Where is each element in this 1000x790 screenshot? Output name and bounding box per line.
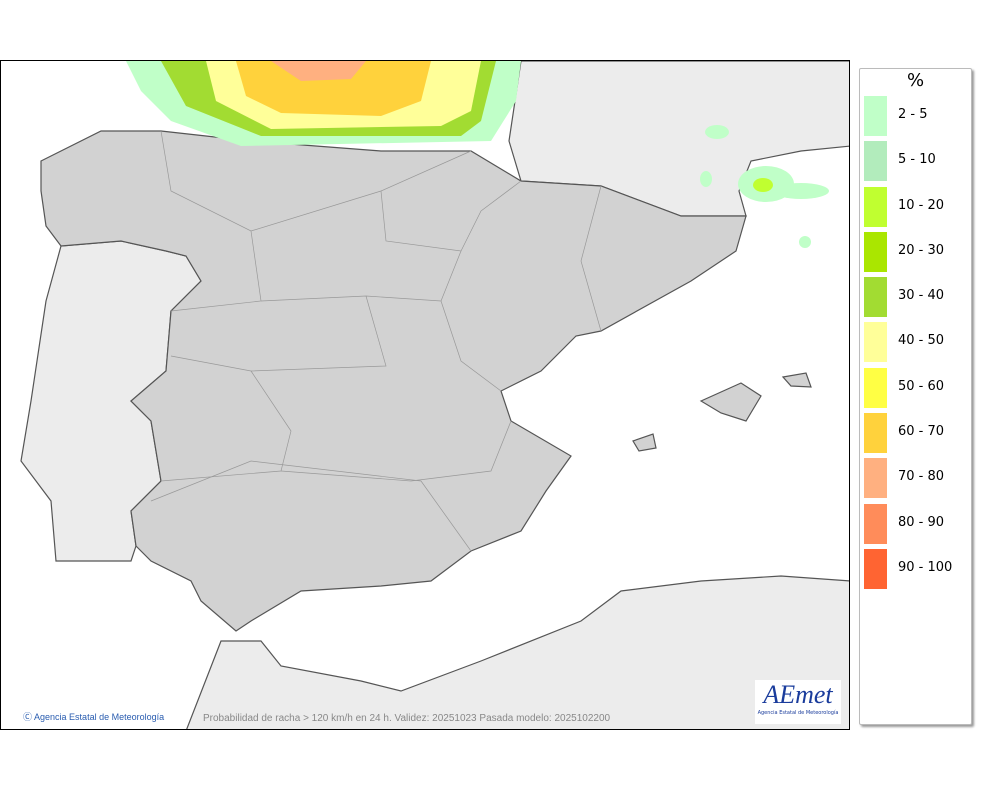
legend-swatch xyxy=(864,458,887,499)
legend-label: 90 - 100 xyxy=(898,559,953,575)
legend-item: 40 - 50 xyxy=(860,320,971,365)
legend-label: 50 - 60 xyxy=(898,378,945,394)
legend-swatch xyxy=(864,413,887,454)
legend-label: 70 - 80 xyxy=(898,469,945,485)
legend-label: 80 - 90 xyxy=(898,514,945,530)
aemet-logo: AEmet Agencia Estatal de Meteorología xyxy=(755,680,841,724)
copyright-icon: Ⓒ xyxy=(23,712,33,722)
ibiza xyxy=(632,433,657,452)
france xyxy=(508,61,849,217)
legend-item: 30 - 40 xyxy=(860,275,971,320)
legend-item: 60 - 70 xyxy=(860,411,971,456)
legend-swatch xyxy=(864,231,887,272)
menorca xyxy=(781,372,812,388)
legend-item: 80 - 90 xyxy=(860,502,971,547)
legend-title: % xyxy=(906,70,925,91)
map-panel[interactable]: Ⓒ Agencia Estatal de Meteorología Probab… xyxy=(0,60,850,730)
legend-swatch xyxy=(864,186,887,227)
legend-swatch xyxy=(864,367,887,408)
legend-item: 90 - 100 xyxy=(860,547,971,592)
legend-item: 70 - 80 xyxy=(860,456,971,501)
legend-swatch xyxy=(864,548,887,589)
legend-label: 40 - 50 xyxy=(898,333,945,349)
legend-label: 5 - 10 xyxy=(898,152,936,168)
legend-item: 50 - 60 xyxy=(860,366,971,411)
legend-swatch xyxy=(864,503,887,544)
mallorca xyxy=(699,382,762,422)
legend-item: 5 - 10 xyxy=(860,139,971,184)
legend-label: 30 - 40 xyxy=(898,288,945,304)
legend-item: 2 - 5 xyxy=(860,94,971,139)
legend-item: 20 - 30 xyxy=(860,230,971,275)
logo-subtitle: Agencia Estatal de Meteorología xyxy=(757,710,839,716)
probability-overlay xyxy=(126,61,829,248)
legend-label: 20 - 30 xyxy=(898,242,945,258)
credit-text[interactable]: Ⓒ Agencia Estatal de Meteorología xyxy=(23,712,165,722)
legend-label: 60 - 70 xyxy=(898,424,945,440)
map-canvas xyxy=(20,61,849,729)
legend-label: 10 - 20 xyxy=(898,197,945,213)
map-caption: Probabilidad de racha > 120 km/h en 24 h… xyxy=(203,713,611,724)
legend-item: 10 - 20 xyxy=(860,185,971,230)
logo-text: AEmet xyxy=(763,680,833,709)
legend-swatch xyxy=(864,277,887,318)
spain xyxy=(40,130,747,632)
legend-swatch xyxy=(864,322,887,363)
legend-swatch xyxy=(864,141,887,182)
region-borders xyxy=(150,130,602,552)
legend: % 2 - 5 5 - 10 10 - 20 20 - 30 30 - 40 40 - 5… xyxy=(859,68,972,725)
africa xyxy=(186,575,849,729)
legend-label: 2 - 5 xyxy=(898,107,928,122)
legend-swatch xyxy=(864,96,887,136)
